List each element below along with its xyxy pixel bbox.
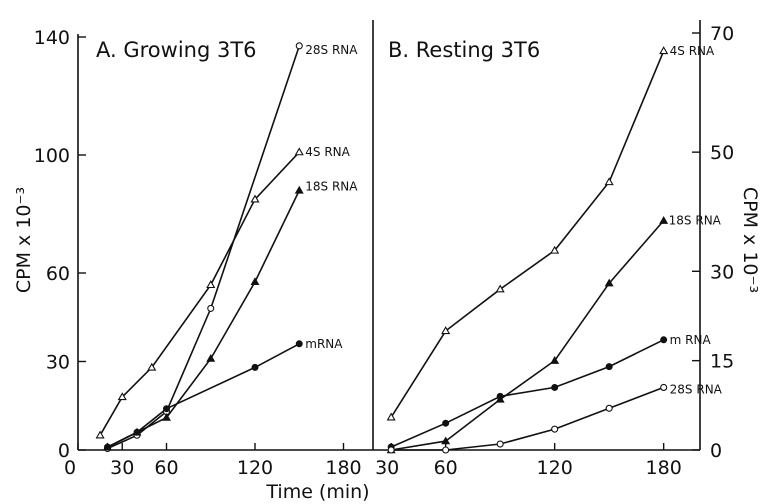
y-axis-title-left: CPM x 10⁻³	[13, 187, 35, 293]
panel-b-28s-rna-point	[496, 440, 504, 448]
panel-b-18s-rna-point	[550, 356, 560, 364]
panel-a-18s-rna-point	[250, 277, 260, 286]
panel-a-y-tick-label: 30	[46, 352, 70, 374]
panel-b-m-rna-line	[390, 339, 665, 448]
panel-a-y-tick-label: 100	[34, 145, 70, 167]
panel-b-m-rna-point	[496, 392, 504, 400]
panel-b-4s-rna-point	[604, 177, 614, 186]
panel-a-x-tick-label: 60	[154, 457, 178, 479]
panel-b-x-tick-label: 120	[537, 457, 573, 479]
panel-a-18s-rna-point	[162, 412, 171, 421]
panel-a-mrna-point	[163, 405, 170, 413]
panel-a-18s-rna-line	[107, 190, 301, 448]
panel-a-title: A. Growing 3T6	[96, 38, 257, 62]
panel-b-4s-rna-label: 4S RNA	[670, 44, 715, 58]
panel-a-4s-rna-label: 4S RNA	[305, 145, 350, 159]
panel-a-y-tick-label: 140	[34, 27, 70, 49]
markers-layer	[95, 42, 669, 454]
panel-a-x-tick-label: 180	[325, 457, 361, 479]
panel-b-4s-rna-point	[386, 412, 396, 421]
panel-b-28s-rna-point	[660, 383, 668, 392]
panel-a-x-tick-label: 0	[64, 457, 76, 479]
panel-b-18s-rna-line	[391, 220, 665, 451]
panel-a-x-tick-label: 30	[110, 457, 134, 479]
panel-a-mrna-point	[295, 340, 303, 348]
panel-b-4s-rna-point	[441, 326, 451, 335]
panel-b-4s-rna-point	[659, 46, 669, 55]
panel-b-4s-rna-line	[390, 50, 665, 418]
text-layer: A. Growing 3T6 B. Resting 3T6 Time (min)…	[13, 23, 761, 503]
panel-b-m-rna-label: m RNA	[670, 333, 712, 347]
panel-b-28s-rna-label: 28S RNA	[670, 382, 723, 396]
panel-b-m-rna-point	[660, 336, 668, 344]
panel-a-y-tick-label: 0	[58, 440, 70, 462]
panel-a-4s-rna-point	[250, 194, 260, 203]
x-axis-title: Time (min)	[265, 481, 369, 503]
panel-a-4s-rna-point	[294, 147, 304, 156]
panel-a-x-tick-label: 120	[237, 457, 273, 479]
panel-b-m-rna-point	[551, 383, 559, 391]
panel-a-4s-rna-point	[206, 280, 216, 289]
panel-a-28s-rna-line	[107, 45, 301, 450]
panel-b-28s-rna-point	[551, 425, 559, 433]
panel-a-mrna-point	[104, 443, 111, 451]
axes-layer	[77, 20, 701, 451]
panel-a-4s-rna-point	[147, 362, 157, 371]
panel-a-4s-rna-line	[99, 151, 300, 436]
panel-b-y-tick-label: 70	[710, 23, 734, 45]
panel-b-x-tick-label: 30	[375, 457, 399, 479]
panel-a-28s-rna-point	[207, 304, 215, 312]
panel-b-y-tick-label: 15	[710, 351, 734, 373]
panel-b-28s-rna-point	[605, 404, 613, 412]
panel-b-x-tick-label: 60	[434, 457, 458, 479]
panel-b-28s-rna-line	[391, 386, 664, 451]
panel-b-18s-rna-label: 18S RNA	[669, 214, 722, 228]
panel-b-18s-rna-point	[659, 216, 669, 224]
panel-b-y-tick-label: 50	[710, 142, 734, 164]
panel-b-28s-rna-point	[387, 446, 395, 454]
lines-layer	[99, 45, 665, 451]
panel-a-18s-rna-label: 18S RNA	[305, 179, 358, 193]
panel-a-28s-rna-label: 28S RNA	[305, 43, 358, 57]
panel-a-mrna-label: mRNA	[305, 337, 343, 351]
panel-b-4s-rna-point	[550, 245, 560, 254]
panel-a-mrna-point	[133, 428, 141, 436]
panel-a-4s-rna-point	[117, 392, 127, 401]
panel-b-x-tick-label: 180	[646, 457, 682, 479]
panel-b-18s-rna-point	[441, 436, 451, 445]
panel-b-y-tick-label: 0	[710, 440, 722, 462]
panel-a-mrna-point	[251, 363, 259, 371]
panel-a-28s-rna-point	[295, 42, 303, 50]
panel-a-18s-rna-point	[294, 185, 304, 194]
panel-a-18s-rna-point	[206, 353, 216, 362]
panel-b-28s-rna-point	[442, 446, 450, 454]
panel-b-18s-rna-point	[604, 278, 614, 287]
panel-b-4s-rna-point	[495, 284, 505, 293]
panel-b-title: B. Resting 3T6	[388, 38, 540, 62]
panel-b-y-tick-label: 30	[710, 261, 734, 283]
panel-a-4s-rna-point	[95, 430, 105, 439]
panel-b-m-rna-point	[605, 363, 613, 371]
panel-b-m-rna-point	[442, 419, 450, 427]
y-axis-title-right: CPM x 10⁻³	[739, 187, 761, 293]
panel-a-y-tick-label: 60	[46, 263, 70, 285]
